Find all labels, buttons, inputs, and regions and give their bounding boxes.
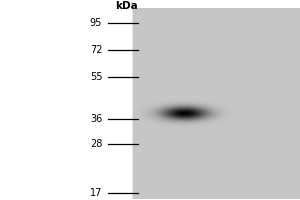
Text: 55: 55	[90, 72, 102, 82]
Text: kDa: kDa	[115, 1, 137, 11]
Bar	[132, 8, 299, 199]
Text: 95: 95	[90, 18, 102, 28]
Text: 72: 72	[90, 45, 102, 55]
Bar	[1, 8, 132, 199]
Text: 28: 28	[90, 139, 102, 149]
Text: 36: 36	[90, 114, 102, 124]
Text: 17: 17	[90, 188, 102, 198]
